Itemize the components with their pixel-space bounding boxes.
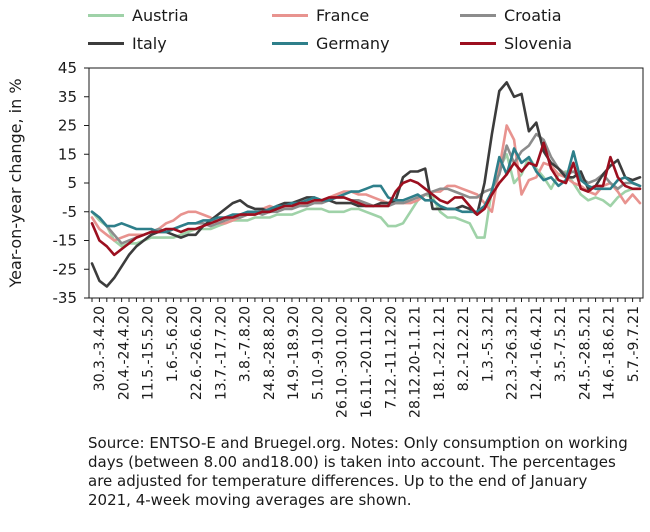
x-tick-label: 14.6.-18.6.21 — [602, 306, 618, 400]
x-tick-label: 12.4.-16.4.21 — [529, 306, 545, 400]
legend-label-croatia: Croatia — [504, 5, 562, 25]
series-line-austria — [90, 153, 642, 248]
legend-label-slovenia: Slovenia — [504, 33, 573, 53]
x-tick-label: 24.8.-28.8.20 — [262, 306, 278, 400]
legend-item-france: France — [272, 3, 369, 27]
legend-swatch-slovenia — [460, 41, 496, 45]
x-tick-label: 18.1.-22.1.21 — [432, 306, 448, 400]
y-tick-label: 35 — [58, 88, 77, 106]
x-tick-label: 3.5.-7.5.21 — [553, 306, 569, 382]
x-tick-label: 28.12.20-1.1.21 — [408, 306, 424, 418]
x-tick-label: 26.10.-30.10.20 — [335, 306, 351, 418]
legend-swatch-germany — [272, 41, 308, 45]
x-tick-label: 22.3.-26.3.21 — [505, 306, 521, 400]
x-tick-label: 22.6.-26.6.20 — [189, 306, 205, 400]
y-tick-label: 25 — [58, 117, 77, 135]
legend-swatch-italy — [88, 41, 124, 45]
legend-label-germany: Germany — [316, 33, 390, 53]
line-chart: 45 35 25 15 5 -5 -15 -25 -35 30.3.-3.4.20 20.4.-2… — [6, 59, 644, 418]
legend-swatch-croatia — [460, 13, 496, 17]
x-tick-label: 24.5.-28.5.21 — [577, 306, 593, 400]
legend-label-austria: Austria — [132, 5, 189, 25]
legend-label-italy: Italy — [132, 33, 167, 53]
y-tick-label: 5 — [67, 174, 77, 192]
legend-item-austria: Austria — [88, 3, 189, 27]
x-tick-label: 11.5.-15.5.20 — [141, 306, 157, 400]
y-axis: 45 35 25 15 5 -5 -15 -25 -35 — [53, 59, 89, 307]
legend-item-slovenia: Slovenia — [460, 31, 572, 55]
x-tick-label: 5.10.-9.10.20 — [310, 306, 326, 400]
legend-swatch-france — [272, 13, 308, 17]
source-note: Source: ENTSO-E and Bruegel.org. Notes: … — [88, 434, 628, 509]
series-line-france — [90, 124, 642, 242]
series-lines — [90, 81, 642, 288]
x-tick-label: 13.7.-17.7.20 — [213, 306, 229, 400]
legend-item-croatia: Croatia — [460, 3, 562, 27]
series-line-germany — [90, 147, 642, 234]
y-tick-label: -15 — [53, 232, 78, 250]
x-tick-label: 5.7.-9.7.21 — [626, 306, 642, 382]
y-tick-label: -5 — [62, 203, 77, 221]
legend-item-italy: Italy — [88, 31, 167, 55]
x-tick-label: 16.11.-20.11.20 — [359, 306, 375, 418]
x-tick-label: 1.3.-5.3.21 — [480, 306, 496, 382]
x-tick-label: 30.3.-3.4.20 — [92, 306, 108, 391]
y-tick-label: -25 — [53, 260, 78, 278]
y-tick-label: -35 — [53, 289, 78, 307]
legend-swatch-austria — [88, 13, 124, 17]
y-tick-label: 15 — [58, 145, 77, 163]
x-tick-label: 20.4.-24.4.20 — [116, 306, 132, 400]
x-tick-label: 7.12.-11.12.20 — [383, 306, 399, 409]
x-tick-label: 14.9.-18.9.20 — [286, 306, 302, 400]
x-tick-label: 3.8.-7.8.20 — [238, 306, 254, 382]
series-line-slovenia — [90, 141, 642, 257]
x-tick-label: 8.2.-12.2.21 — [456, 306, 472, 391]
legend: Austria France Croatia Italy Germany Slo… — [0, 0, 650, 60]
y-tick-label: 45 — [58, 59, 77, 77]
legend-item-germany: Germany — [272, 31, 390, 55]
x-axis: 30.3.-3.4.20 20.4.-24.4.20 11.5.-15.5.20 1.… — [91, 298, 642, 418]
x-tick-label: 1.6.-5.6.20 — [165, 306, 181, 382]
legend-label-france: France — [316, 5, 370, 25]
plot-area-frame — [88, 67, 644, 299]
y-axis-label: Year-on-year change, in % — [6, 78, 25, 288]
